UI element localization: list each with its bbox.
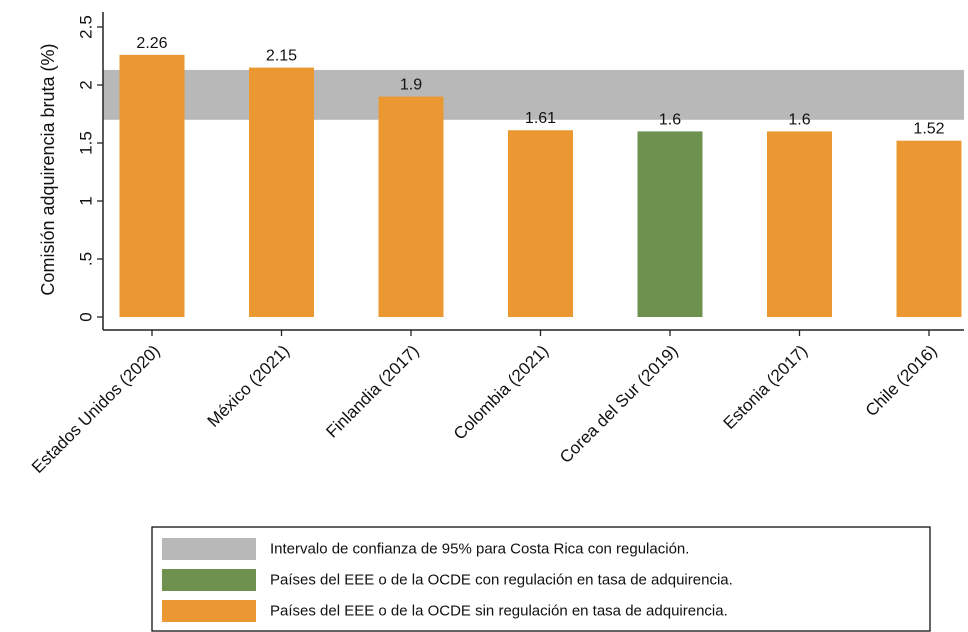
legend-swatch-sin (162, 600, 256, 622)
legend-label-band: Intervalo de confianza de 95% para Costa… (270, 541, 689, 558)
value-labels-layer: 2.26 2.15 1.9 1.61 1.6 1.6 1.52 (136, 35, 944, 138)
x-tick-label-6: Estonia (2017) (720, 341, 812, 433)
confidence-band-layer (103, 69, 964, 120)
confidence-band (103, 69, 964, 120)
y-tick-label-3: 1.5 (77, 131, 96, 155)
y-tick-label-0: 0 (77, 312, 96, 321)
legend-label-sin: Países del EEE o de la OCDE sin regulaci… (270, 603, 728, 620)
bar-4 (508, 130, 573, 317)
x-tick-label-1: Estados Unidos (2020) (28, 341, 164, 477)
bar-3 (378, 96, 444, 317)
y-tick-label-2: 1 (77, 196, 96, 205)
value-label-2: 2.15 (266, 48, 297, 65)
x-tick-label-2: México (2021) (204, 341, 294, 431)
value-label-1: 2.26 (136, 35, 167, 52)
bar-2 (249, 67, 314, 317)
bar-7 (896, 140, 962, 317)
legend: Intervalo de confianza de 95% para Costa… (151, 526, 931, 632)
value-label-4: 1.61 (525, 110, 556, 127)
legend-swatch-con (162, 569, 256, 591)
y-tick-label-4: 2 (77, 80, 96, 89)
bar-1 (119, 54, 185, 318)
legend-label-con: Países del EEE o de la OCDE con regulaci… (270, 572, 733, 589)
x-tick-label-4: Colombia (2021) (450, 341, 552, 443)
value-label-6: 1.6 (788, 111, 810, 128)
y-tick-label-1: .5 (77, 252, 96, 266)
x-tick-label-5: Corea del Sur (2019) (556, 341, 682, 467)
value-label-5: 1.6 (659, 111, 681, 128)
bar-5 (637, 131, 703, 317)
legend-swatch-band (162, 538, 256, 560)
x-tick-label-3: Finlandia (2017) (322, 341, 422, 441)
x-tick-label-7: Chile (2016) (862, 341, 941, 420)
y-tick-label-5: 2.5 (77, 15, 96, 39)
bars-layer (119, 54, 962, 318)
value-label-3: 1.9 (400, 77, 422, 94)
legend-box (151, 526, 931, 632)
bar-6 (767, 131, 832, 317)
y-axis-label: Comisión adquirencia bruta (%) (38, 43, 58, 295)
value-label-7: 1.52 (913, 121, 944, 138)
